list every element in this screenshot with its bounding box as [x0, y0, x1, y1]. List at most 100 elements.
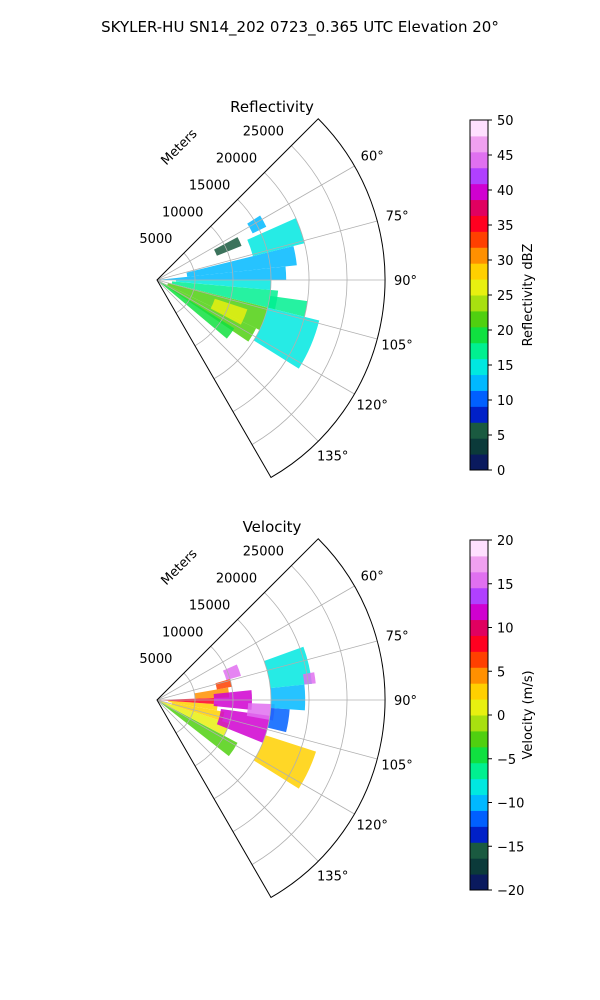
reflectivity-echo-region: [267, 295, 308, 317]
velocity-echo-region: [270, 684, 306, 711]
reflectivity-colorbar-segment: [470, 406, 488, 423]
reflectivity-azimuth-tick-label: 90°: [394, 274, 417, 289]
velocity-colorbar-segment: [470, 603, 488, 621]
velocity-range-ring: [194, 645, 234, 767]
reflectivity-colorbar-segment: [470, 135, 488, 153]
reflectivity-azimuth-spoke: [156, 279, 355, 395]
velocity-colorbar-tick-label: −5: [497, 753, 516, 768]
velocity-azimuth-spoke: [156, 699, 378, 760]
reflectivity-colorbar-tick-label: 50: [497, 114, 514, 129]
reflectivity-range-ring: [194, 225, 234, 347]
velocity-range-ring: [251, 565, 348, 865]
reflectivity-colorbar-segment: [470, 342, 488, 360]
velocity-colorbar-segment: [470, 587, 488, 605]
reflectivity-colorbar-segment: [470, 358, 488, 376]
reflectivity-colorbar-tick-label: 10: [497, 394, 514, 409]
reflectivity-colorbar-segment: [470, 263, 488, 280]
reflectivity-colorbar-tick-label: 30: [497, 254, 514, 269]
velocity-colorbar-segment: [470, 746, 488, 764]
velocity-colorbar-segment: [470, 730, 488, 748]
reflectivity-colorbar-tick-label: 5: [497, 429, 505, 444]
reflectivity-echo-region: [247, 218, 305, 257]
reflectivity-colorbar-tick-label: 40: [497, 184, 514, 199]
velocity-echo-region: [157, 698, 215, 704]
velocity-azimuth-tick-label: 75°: [386, 630, 409, 645]
reflectivity-colorbar-tick-label: 15: [497, 359, 514, 374]
velocity-colorbar-segment: [470, 683, 488, 700]
velocity-azimuth-tick-label: 120°: [357, 818, 388, 833]
velocity-echo-region: [302, 672, 316, 685]
velocity-colorbar-segment: [470, 715, 488, 732]
reflectivity-echo-region: [210, 298, 248, 325]
velocity-range-tick-label: 25000: [243, 545, 284, 560]
reflectivity-colorbar-tick-label: 45: [497, 149, 514, 164]
reflectivity-azimuth-spoke: [156, 165, 355, 281]
reflectivity-azimuth-spoke: [156, 279, 319, 442]
velocity-range-ring: [175, 672, 196, 734]
reflectivity-colorbar: 0 5 10 15 20 25 30 35 40 45 50 Reflectivity dBZ: [469, 114, 536, 479]
velocity-colorbar-segment: [470, 651, 488, 668]
velocity-azimuth-tick-label: 105°: [381, 758, 412, 773]
velocity-colorbar-segment: [470, 842, 488, 859]
velocity-range-tick-label: 10000: [162, 625, 203, 640]
reflectivity-azimuth-tick-label: 75°: [386, 210, 409, 225]
reflectivity-grid: [156, 145, 385, 445]
velocity-echo-region: [253, 735, 317, 789]
reflectivity-echo-region: [157, 266, 287, 280]
velocity-colorbar-segment: [470, 794, 488, 811]
reflectivity-colorbar-segment: [470, 326, 488, 344]
velocity-colorbar-tick-label: 10: [497, 622, 514, 637]
reflectivity-colorbar-segment: [470, 295, 488, 312]
reflectivity-echo-layer: [157, 215, 320, 369]
velocity-colorbar-label: Velocity (m/s): [521, 670, 536, 759]
velocity-colorbar-tick-label: 20: [497, 534, 514, 549]
reflectivity-colorbar-segment: [470, 454, 488, 471]
velocity-colorbar: −20 −15 −10 −5 0 5 10 15 20 Velocity (m/s): [469, 534, 536, 899]
velocity-echo-region: [264, 646, 312, 689]
velocity-azimuth-tick-label: 90°: [394, 694, 417, 709]
reflectivity-echo-region: [186, 245, 297, 277]
reflectivity-range-ring: [175, 252, 196, 314]
reflectivity-range-label: Meters: [159, 126, 201, 168]
velocity-colorbar-segment: [470, 810, 488, 827]
reflectivity-azimuth-tick-label: 135°: [317, 450, 348, 465]
reflectivity-colorbar-segment: [470, 438, 488, 455]
velocity-echo-region: [215, 679, 232, 690]
velocity-azimuth-spoke: [156, 699, 355, 815]
velocity-range-tick-label: 20000: [216, 572, 257, 587]
velocity-colorbar-segment: [470, 571, 488, 589]
reflectivity-echo-region: [171, 281, 279, 310]
velocity-colorbar-segment: [470, 699, 488, 716]
velocity-azimuth-tick-label: 60°: [361, 570, 384, 585]
reflectivity-colorbar-segment: [470, 390, 488, 407]
velocity-azimuth-tick-label: 135°: [317, 870, 348, 885]
reflectivity-colorbar-tick-label: 0: [497, 464, 505, 479]
velocity-colorbar-segment: [470, 858, 488, 875]
velocity-colorbar-tick-label: 15: [497, 578, 514, 593]
velocity-range-tick-label: 15000: [189, 598, 230, 613]
velocity-echo-region: [267, 707, 290, 733]
velocity-colorbar-tick-label: −15: [497, 840, 524, 855]
reflectivity-colorbar-tick-label: 20: [497, 324, 514, 339]
reflectivity-colorbar-segment: [470, 183, 488, 201]
reflectivity-colorbar-segment: [470, 310, 488, 328]
reflectivity-axes-frame: [156, 118, 386, 479]
velocity-panel: Velocity Meters 5000 10000 15000 20000 25000…: [139, 518, 536, 899]
reflectivity-range-tick-label: 25000: [243, 125, 284, 140]
velocity-azimuth-spoke: [156, 585, 355, 701]
velocity-colorbar-tick-label: 0: [497, 709, 505, 724]
velocity-echo-region: [246, 703, 275, 721]
velocity-colorbar-segment: [470, 635, 488, 652]
velocity-colorbar-segment: [470, 555, 488, 573]
velocity-range-tick-label: 5000: [139, 652, 172, 667]
velocity-colorbar-segment: [470, 778, 488, 796]
velocity-colorbar-tick-label: −10: [497, 797, 524, 812]
reflectivity-panel: Reflectivity Meters 5000 10000 15000 20000 2…: [139, 98, 536, 479]
velocity-colorbar-segment: [470, 762, 488, 780]
reflectivity-colorbar-segment: [470, 279, 488, 296]
reflectivity-azimuth-spoke: [156, 220, 378, 281]
reflectivity-echo-region: [157, 280, 257, 342]
velocity-grid: [156, 565, 385, 865]
velocity-echo-region: [222, 664, 242, 681]
